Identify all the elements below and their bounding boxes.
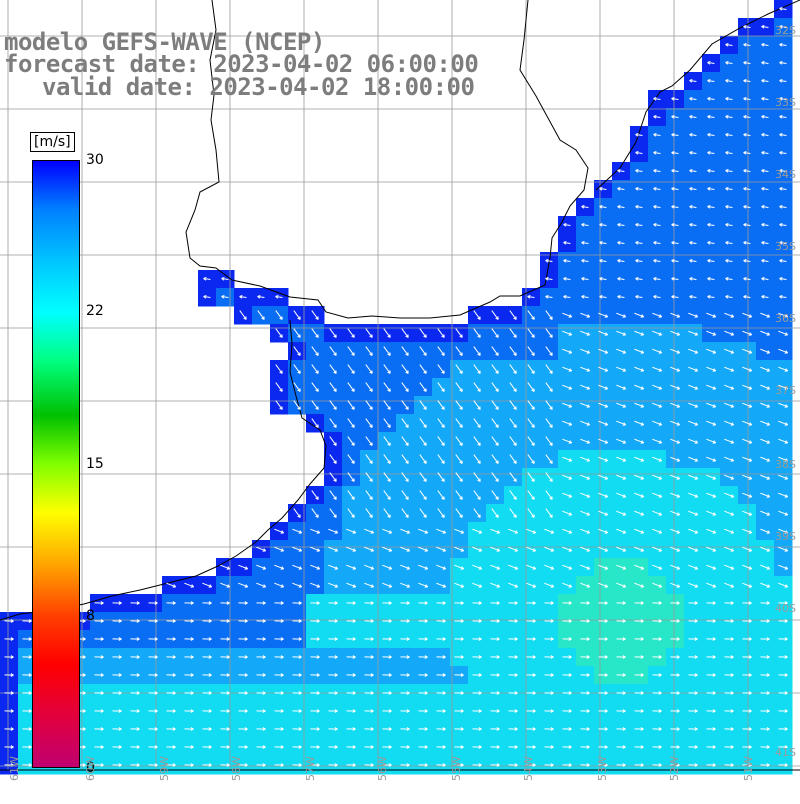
- colorbar-tick-8: 8: [86, 608, 95, 624]
- lat-label: 35S: [775, 240, 796, 253]
- lat-label: 40S: [775, 602, 796, 615]
- lon-label: 57W: [304, 756, 317, 781]
- colorbar: [32, 160, 80, 768]
- lon-label: 53W: [596, 756, 609, 781]
- colorbar-tick-30: 30: [86, 152, 104, 168]
- lat-label: 37S: [775, 384, 796, 397]
- lon-label: 54W: [522, 756, 535, 781]
- valid-date: valid date: 2023-04-02 18:00:00: [42, 75, 474, 99]
- colorbar-tick-15: 15: [86, 456, 104, 472]
- lat-label: 38S: [775, 458, 796, 471]
- lon-label: 56W: [376, 756, 389, 781]
- lon-label: 52W: [668, 756, 681, 781]
- colorbar-tick-22: 22: [86, 303, 104, 319]
- lon-label: 51W: [742, 756, 755, 781]
- lat-label: 33S: [775, 96, 796, 109]
- lon-label: 60W: [84, 756, 97, 781]
- lon-label: 61W: [8, 756, 21, 781]
- lat-label: 32S: [775, 24, 796, 37]
- lat-label: 36S: [775, 312, 796, 325]
- colorbar-units: [m/s]: [30, 132, 75, 152]
- lon-label: 55W: [450, 756, 463, 781]
- lon-label: 59W: [158, 756, 171, 781]
- lat-label: 39S: [775, 530, 796, 543]
- lat-label: 41S: [775, 746, 796, 759]
- lat-label: 34S: [775, 168, 796, 181]
- lon-label: 58W: [230, 756, 243, 781]
